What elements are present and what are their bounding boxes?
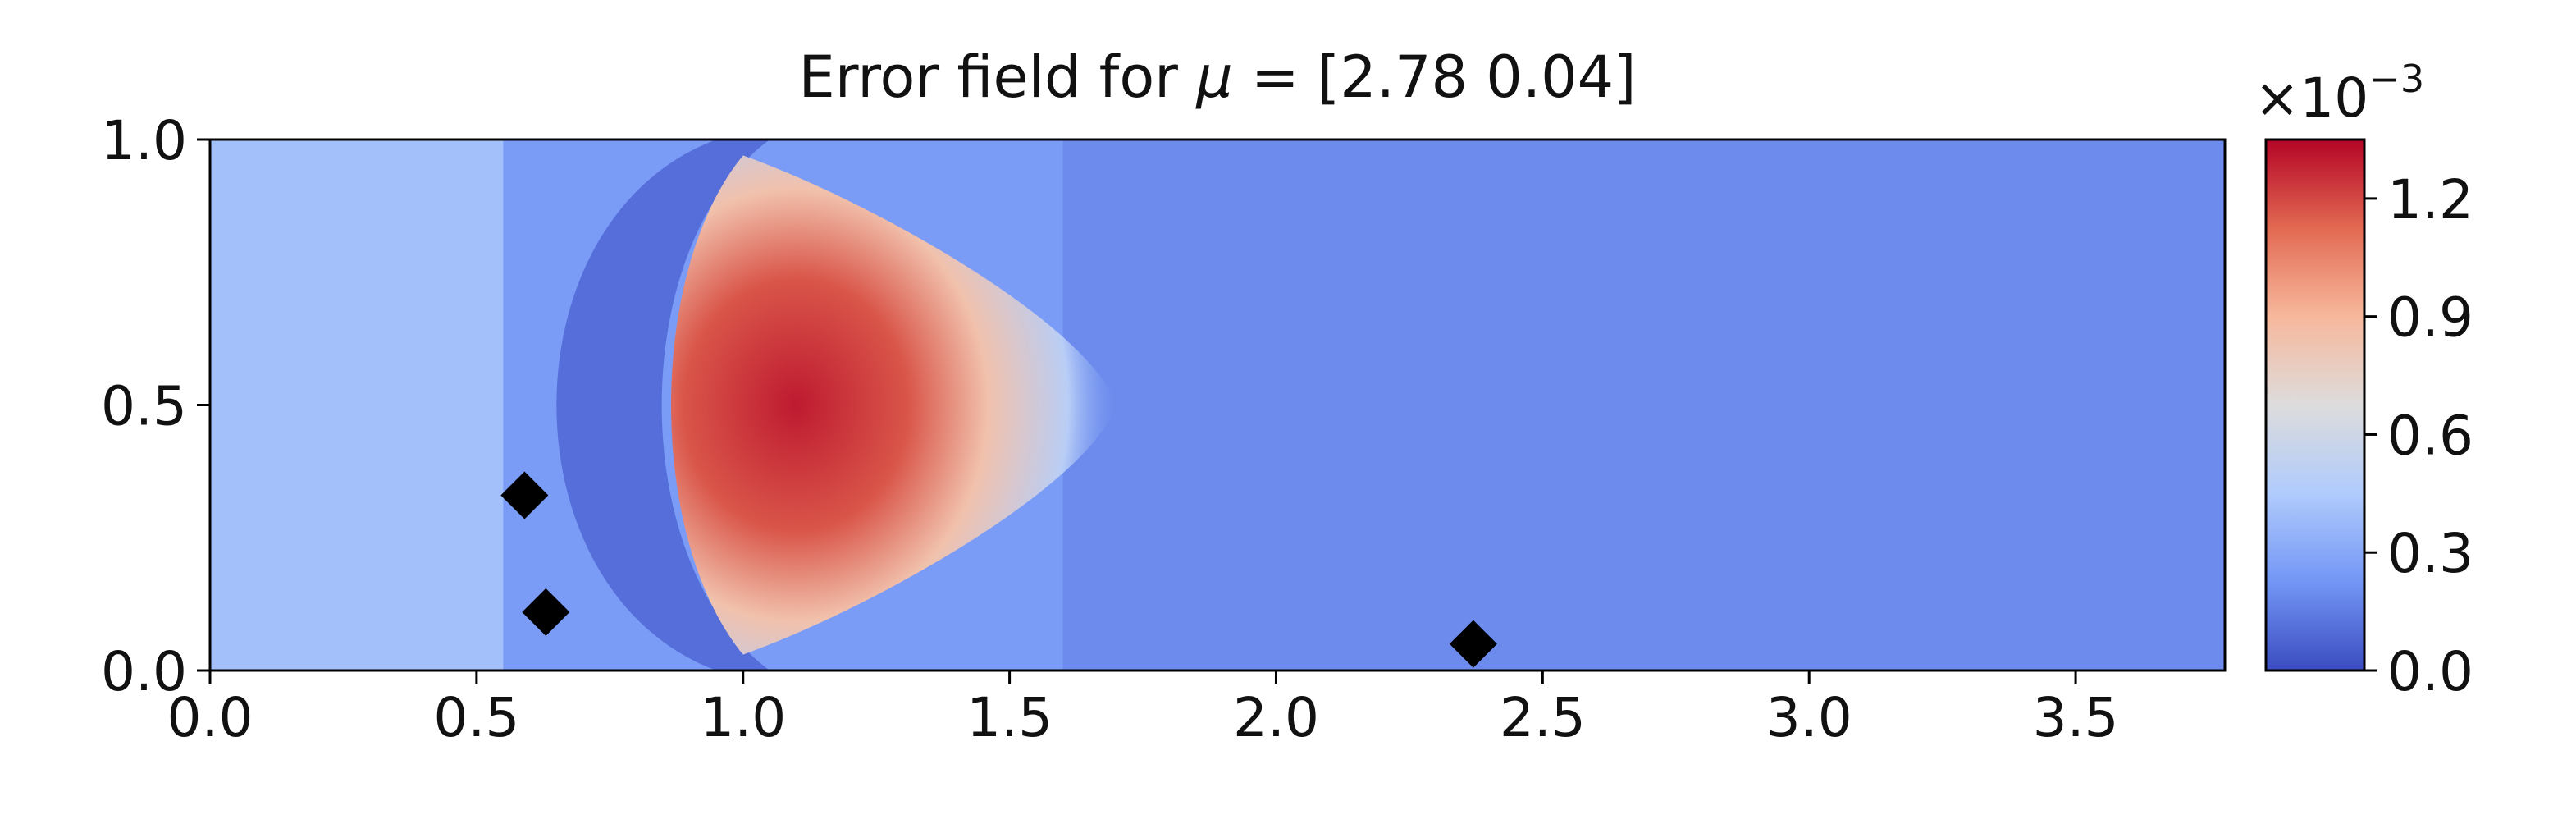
x-tick-label: 2.0 bbox=[1233, 686, 1319, 749]
colorbar-multiplier-base: ×10 bbox=[2254, 66, 2368, 130]
x-tick-label: 2.5 bbox=[1500, 686, 1586, 749]
x-tick-label: 0.5 bbox=[433, 686, 519, 749]
field-low-error-arc bbox=[556, 140, 770, 671]
sensor-marker bbox=[500, 471, 549, 519]
y-tick-label: 0.5 bbox=[101, 375, 187, 438]
colorbar-tick-label: 0.9 bbox=[2387, 286, 2473, 350]
colorbar: 0.0 0.3 0.6 0.9 1.2 ×10−3 bbox=[2254, 57, 2473, 703]
x-tick-label: 1.0 bbox=[700, 686, 786, 749]
x-axis: 0.0 0.5 1.0 1.5 2.0 2.5 3.0 3.5 bbox=[167, 671, 2119, 749]
chart-title-prefix: Error field for bbox=[799, 43, 1197, 111]
y-tick-label: 1.0 bbox=[101, 109, 187, 172]
colorbar-ticks: 0.0 0.3 0.6 0.9 1.2 bbox=[2364, 168, 2473, 703]
field-high-error-lobe bbox=[671, 155, 1117, 655]
x-tick-label: 3.0 bbox=[1766, 686, 1852, 749]
sensor-marker bbox=[522, 588, 570, 636]
x-tick-label: 1.5 bbox=[966, 686, 1053, 749]
error-field-image bbox=[210, 140, 2225, 671]
colorbar-tick-label: 0.6 bbox=[2387, 404, 2473, 467]
sensor-markers bbox=[500, 471, 1497, 668]
chart-title: Error field for μ = [2.78 0.04] bbox=[799, 43, 1637, 111]
y-axis: 0.0 0.5 1.0 bbox=[101, 109, 210, 703]
colorbar-tick-label: 0.3 bbox=[2387, 522, 2473, 585]
field-inflow-region bbox=[210, 140, 504, 671]
chart-title-symbol: μ bbox=[1195, 43, 1233, 111]
colorbar-gradient bbox=[2264, 138, 2366, 672]
colorbar-multiplier: ×10−3 bbox=[2254, 57, 2424, 130]
x-tick-label: 0.0 bbox=[167, 686, 253, 749]
colorbar-tick-label: 0.0 bbox=[2387, 640, 2473, 703]
field-downstream-wake bbox=[1062, 140, 2225, 671]
colorbar-tick-label: 1.2 bbox=[2387, 168, 2473, 231]
x-tick-label: 3.5 bbox=[2033, 686, 2119, 749]
colorbar-multiplier-exponent: −3 bbox=[2368, 57, 2424, 101]
y-tick-label: 0.0 bbox=[101, 640, 187, 703]
sensor-marker bbox=[1449, 620, 1497, 668]
chart-title-suffix: = [2.78 0.04] bbox=[1233, 43, 1637, 111]
plot-area bbox=[208, 138, 2227, 672]
